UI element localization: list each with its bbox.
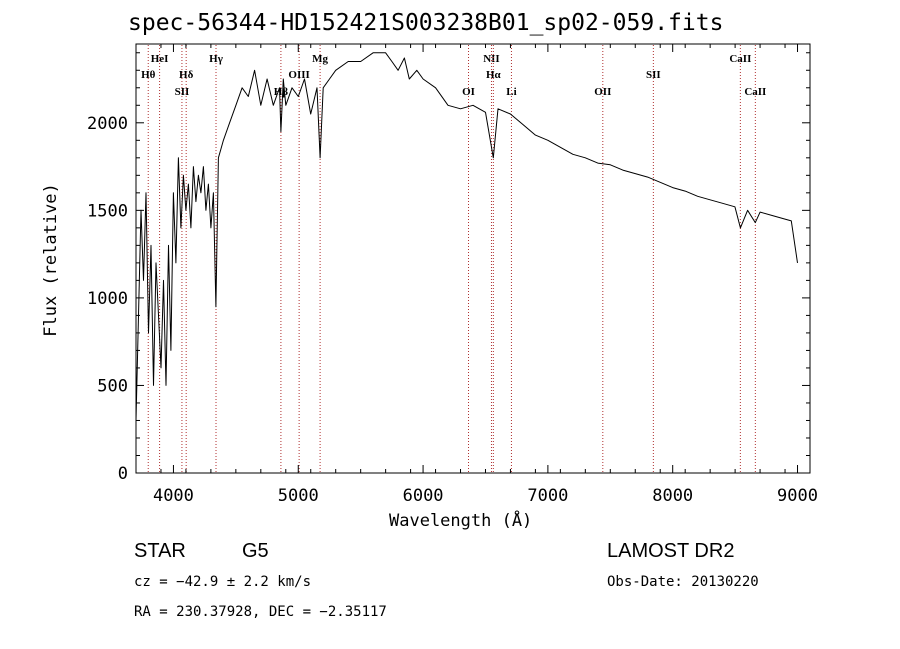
line-label: Hβ — [274, 86, 289, 98]
line-label: HeI — [151, 53, 169, 65]
object-class: STAR — [134, 540, 186, 562]
y-axis-label: Flux (relative) — [41, 183, 61, 337]
x-tick-label: 7000 — [527, 486, 568, 506]
x-axis: 4000 5000 6000 7000 8000 9000 — [135, 44, 818, 506]
x-tick-label: 5000 — [278, 486, 319, 506]
line-label: Hδ — [179, 69, 194, 81]
survey-label: LAMOST DR2 — [607, 540, 735, 562]
line-label: OI — [462, 86, 475, 98]
y-tick-label: 1500 — [87, 201, 128, 221]
y-axis: 0 500 1000 1500 2000 — [87, 52, 810, 484]
x-tick-label: 8000 — [652, 486, 693, 506]
line-label: SII — [175, 86, 190, 98]
line-label: OII — [594, 86, 611, 98]
redshift-cz: cz = −42.9 ± 2.2 km/s — [134, 574, 312, 590]
plot-frame — [135, 43, 811, 474]
line-label: OIII — [288, 69, 309, 81]
coordinates: RA = 230.37928, DEC = −2.35117 — [134, 604, 387, 620]
line-label: Hθ — [141, 69, 156, 81]
observation-date: Obs-Date: 20130220 — [607, 574, 759, 590]
object-subclass: G5 — [242, 540, 269, 562]
y-tick-label: 1000 — [87, 289, 128, 309]
line-label: Hγ — [209, 53, 223, 65]
y-tick-label: 0 — [118, 464, 128, 484]
x-tick-label: 6000 — [403, 486, 444, 506]
line-label: Li — [506, 86, 516, 98]
line-label: NII — [483, 53, 500, 65]
x-tick-label: 9000 — [777, 486, 818, 506]
spectrum-line — [135, 52, 798, 421]
y-tick-label: 500 — [97, 376, 128, 396]
line-label: CaII — [744, 86, 766, 98]
x-axis-label: Wavelength (Å) — [389, 511, 533, 531]
line-label: Mg — [312, 53, 328, 65]
chart-title: spec-56344-HD152421S003238B01_sp02-059.f… — [128, 10, 724, 36]
line-label: SII — [646, 69, 661, 81]
spectrum-series — [135, 52, 798, 421]
x-tick-label: 4000 — [153, 486, 194, 506]
line-label: CaII — [729, 53, 751, 65]
y-tick-label: 2000 — [87, 114, 128, 134]
line-label: Hα — [486, 69, 502, 81]
